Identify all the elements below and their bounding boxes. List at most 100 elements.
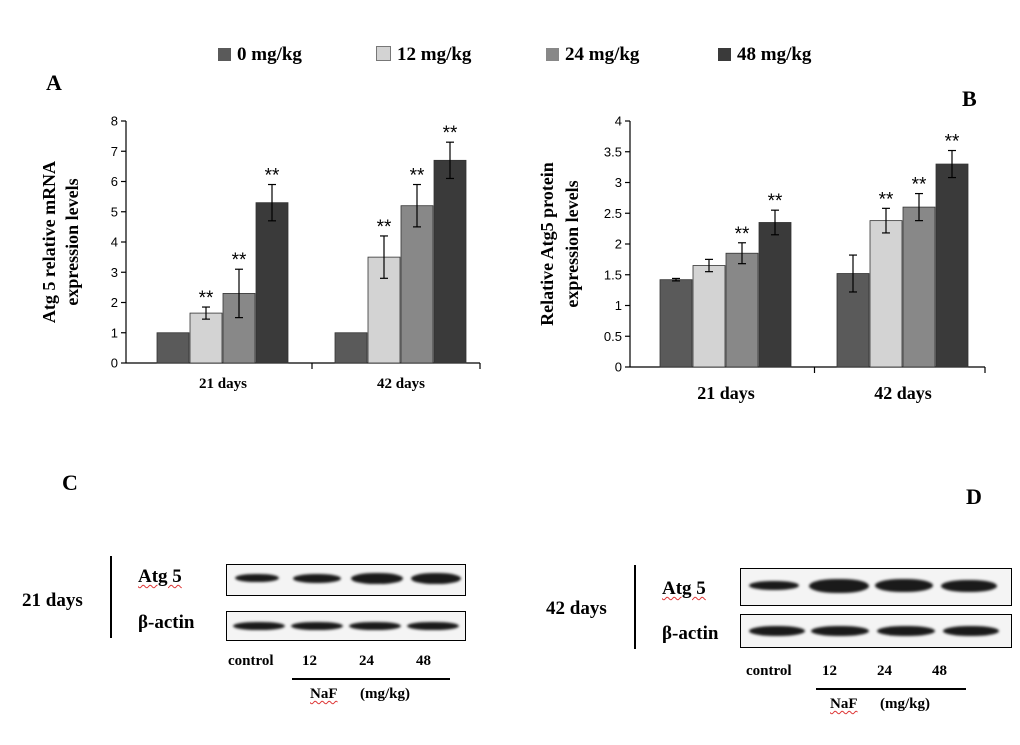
legend-swatch-3: [718, 48, 731, 61]
chart-a-bar: [433, 159, 467, 364]
legend-swatch-2: [546, 48, 559, 61]
legend-label-1: 12 mg/kg: [397, 44, 472, 65]
blot-c-bracket: [292, 678, 450, 680]
chart-b-category-label: 21 days: [697, 383, 755, 403]
chart-a-category-label: 21 days: [199, 376, 247, 392]
legend-item-1: 12 mg/kg: [376, 44, 471, 66]
chart-b-significance-mark: **: [945, 132, 960, 153]
blot-c-actin-band-2: [291, 622, 343, 630]
chart-a-category-label: 42 days: [377, 376, 425, 392]
blot-c-atg5-band-4: [411, 573, 461, 584]
blot-d-atg5-strip: [740, 568, 1012, 606]
chart-b-significance-mark: **: [879, 189, 894, 210]
legend-swatch-1: [376, 46, 391, 61]
chart-b-y-tick-label: 2.5: [604, 206, 622, 221]
chart-a-bar: [255, 202, 289, 364]
blot-c-time-label: 21 days: [22, 590, 83, 611]
chart-a-significance-mark: **: [199, 288, 214, 309]
chart-b-bar: [935, 163, 969, 368]
chart-a-significance-mark: **: [410, 166, 425, 187]
blot-c-actin-band-1: [233, 622, 285, 630]
chart-b-bar: [692, 265, 726, 368]
blot-c-protein-label: Atg 5: [138, 566, 182, 587]
panel-label-a: A: [46, 70, 62, 95]
blot-c-atg5-band-3: [351, 573, 403, 584]
legend-label-0: 0 mg/kg: [237, 44, 302, 65]
chart-b-y-tick-label: 1: [615, 298, 622, 313]
chart-b-y-tick-label: 1.5: [604, 267, 622, 282]
blot-d-protein-label: Atg 5: [662, 578, 706, 599]
chart-b-y-tick-label: 2: [615, 237, 622, 252]
chart-a-bar: [400, 205, 434, 364]
blot-d-actin-band-3: [877, 626, 935, 636]
blot-c-lane-2: 24: [359, 653, 374, 669]
blot-c-atg5-strip: [226, 564, 466, 596]
blot-d-lane-0: control: [746, 663, 792, 679]
blot-d-actin-band-2: [811, 626, 869, 636]
chart-a-y-axis-label-line-1: Atg 5 relative mRNA: [39, 161, 59, 323]
panel-label-b: B: [962, 86, 977, 111]
chart-a-y-tick-label: 1: [111, 325, 118, 340]
chart-a-y-tick-label: 0: [111, 356, 118, 371]
legend-label-2: 24 mg/kg: [565, 44, 640, 65]
blot-c-lane-0: control: [228, 653, 274, 669]
blot-d-actin-band-4: [943, 626, 999, 636]
legend-item-2: 24 mg/kg: [546, 44, 639, 66]
chart-b-bar: [758, 222, 792, 368]
chart-b-significance-mark: **: [735, 224, 750, 245]
blot-d-atg5-band-1: [749, 581, 799, 590]
blot-d-bracket: [816, 688, 966, 690]
blot-c-actin-band-4: [407, 622, 459, 630]
chart-b-significance-mark: **: [912, 175, 927, 196]
blot-d-treatment: NaF: [830, 696, 858, 712]
blot-d-atg5-band-4: [941, 580, 997, 592]
chart-b-significance-mark: **: [768, 191, 783, 212]
chart-b-bar: [836, 273, 870, 368]
blot-d-actin-label: β-actin: [662, 623, 719, 644]
blot-c-actin-band-3: [349, 622, 401, 630]
chart-a-y-tick-label: 7: [111, 144, 118, 159]
chart-b-bar: [869, 220, 903, 368]
blot-d-actin-strip: [740, 614, 1012, 648]
blot-d-lane-1: 12: [822, 663, 837, 679]
chart-a-bar: [334, 332, 368, 364]
chart-a-y-tick-label: 6: [111, 174, 118, 189]
legend-item-3: 48 mg/kg: [718, 44, 811, 66]
chart-b-bar: [902, 206, 936, 368]
chart-b-bar: [725, 252, 759, 368]
chart-a-y-tick-label: 4: [111, 235, 118, 250]
chart-a-significance-mark: **: [232, 250, 247, 271]
chart-a-bar: [222, 293, 256, 364]
legend-label-3: 48 mg/kg: [737, 44, 812, 65]
legend-item-0: 0 mg/kg: [218, 44, 302, 66]
blot-d-lane-2: 24: [877, 663, 892, 679]
chart-a-y-tick-label: 8: [111, 114, 118, 129]
blot-d-divider: [634, 565, 636, 649]
chart-a-y-tick-label: 5: [111, 204, 118, 219]
chart-a-significance-mark: **: [265, 166, 280, 187]
chart-b-y-axis-label-line-2: expression levels: [562, 180, 582, 307]
blot-c-actin-strip: [226, 611, 466, 641]
chart-b-y-tick-label: 3: [615, 175, 622, 190]
chart-a-y-axis-label-line-2: expression levels: [62, 178, 82, 305]
blot-c-actin-label: β-actin: [138, 612, 195, 633]
chart-b-y-axis-label-line-1: Relative Atg5 protein: [537, 162, 557, 326]
blot-d-atg5-band-3: [875, 579, 933, 592]
blot-c-lane-1: 12: [302, 653, 317, 669]
panel-label-d: D: [966, 484, 982, 509]
blot-c-atg5-band-1: [235, 574, 279, 582]
chart-a-bar: [189, 312, 223, 364]
chart-b-y-tick-label: 0: [615, 360, 622, 375]
blot-c-lane-3: 48: [416, 653, 431, 669]
blot-d-actin-band-1: [749, 626, 805, 636]
chart-b-bar: [659, 279, 693, 368]
panel-label-c: C: [62, 470, 78, 495]
chart-a-bar: [156, 332, 190, 364]
chart-a-y-tick-label: 2: [111, 295, 118, 310]
chart-b-category-label: 42 days: [874, 383, 932, 403]
blot-c-divider: [110, 556, 112, 638]
blot-d-atg5-band-2: [809, 579, 869, 593]
chart-b-y-tick-label: 3.5: [604, 144, 622, 159]
chart-a-significance-mark: **: [443, 123, 458, 144]
